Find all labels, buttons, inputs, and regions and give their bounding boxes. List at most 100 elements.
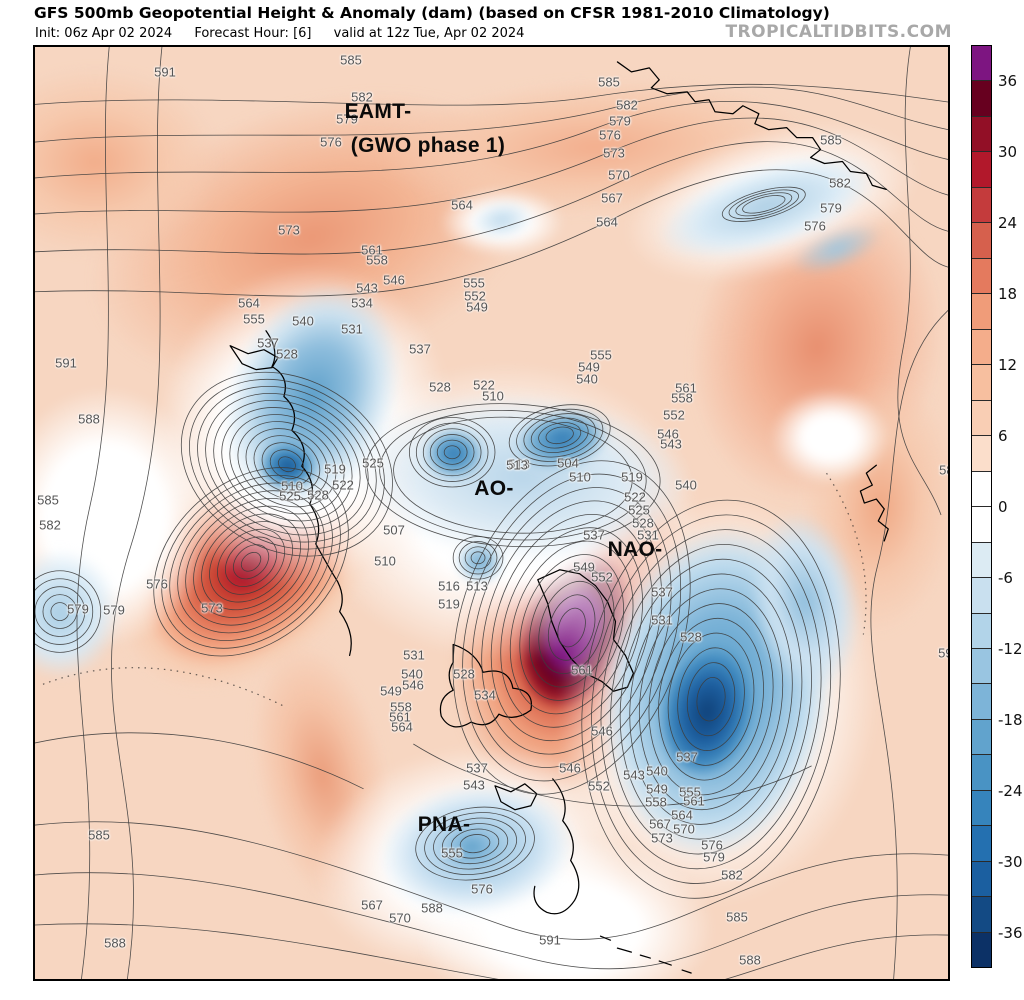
contour-value-label: 588 (78, 411, 100, 427)
colorbar-tick: 12 (998, 355, 1018, 374)
contour-ring (547, 594, 596, 661)
contour-value-label: 579 (609, 113, 631, 129)
colorbar-cell (972, 81, 991, 117)
contour-ring (459, 834, 491, 854)
contour-value-label: 543 (463, 777, 485, 793)
anomaly-colorbar (971, 45, 992, 968)
contour-ring (35, 570, 102, 653)
contour-ring (648, 603, 774, 796)
contour-value-label: 540 (675, 477, 697, 493)
contour-ring (516, 408, 604, 462)
contour-value-label: 552 (591, 569, 613, 585)
contour-ring (490, 513, 653, 742)
white-zero-caspian (770, 389, 890, 485)
contour-value-label: 519 (621, 469, 643, 485)
contour-value-label: 522 (332, 477, 354, 493)
contour-value-label: 585 (726, 909, 748, 925)
contour-value-label: 513 (506, 457, 528, 473)
contour-value-label: 528 (276, 346, 298, 362)
contour-ring (508, 404, 611, 467)
contour-value-label: 573 (278, 222, 300, 238)
contour-value-label: 552 (464, 288, 486, 304)
coastline-eurasia-north (616, 61, 887, 191)
contour-value-label: 579 (820, 200, 842, 216)
contour-value-label: 570 (389, 910, 411, 926)
contour-ring (415, 806, 535, 881)
contour-ring (600, 529, 822, 870)
contour-ring (217, 528, 286, 595)
contour-ring (35, 586, 86, 637)
contour-value-label: 564 (671, 807, 693, 823)
contour-value-label: 525 (628, 502, 650, 518)
colorbar-cell (972, 932, 991, 968)
contour-ring (686, 662, 736, 737)
contour-value-label: 585 (37, 492, 59, 508)
contour-value-label: 513 (508, 456, 530, 472)
contour-value-label: 555 (590, 347, 612, 363)
colorbar-cell (972, 400, 991, 437)
colorbar-cell (972, 613, 991, 649)
page-title: GFS 500mb Geopotential Height & Anomaly … (34, 4, 830, 22)
contour-ring (197, 385, 377, 543)
contour-value-label: 567 (649, 816, 671, 832)
contour-value-label: 576 (701, 837, 723, 853)
contour-value-label: 558 (366, 252, 388, 268)
contour-value-label: 528 (429, 379, 451, 395)
contour-ring (450, 828, 500, 859)
contour-value-label: 591 (938, 645, 948, 661)
contour-value-label: 546 (657, 426, 679, 442)
contour-ring (161, 474, 341, 649)
contour-value-label: 522 (473, 377, 495, 393)
pacific-low-core (258, 441, 318, 491)
contour-ring (261, 442, 313, 487)
contour-ring (458, 541, 498, 575)
graticule-dotted-line (826, 472, 867, 635)
contour-ring (735, 192, 793, 217)
contour-value-label: 543 (623, 767, 645, 783)
contour-value-label: 519 (324, 461, 346, 477)
contour-value-label: 531 (651, 612, 673, 628)
contour-value-label: 549 (466, 299, 488, 315)
tropicaltidbits-watermark: TROPICALTIDBITS.COM (725, 22, 952, 42)
forecast-hour: Forecast Hour: [6] (194, 26, 312, 41)
contour-value-label: 543 (356, 280, 378, 296)
contour-value-label: 576 (599, 127, 621, 143)
colorbar-cell (972, 187, 991, 224)
contour-ring (169, 482, 333, 641)
contour-value-label: 540 (646, 763, 668, 779)
contour-ring (269, 449, 304, 480)
contour-ring (629, 573, 793, 825)
colorbar-tick: -12 (998, 639, 1023, 658)
contour-value-label: 561 (361, 242, 383, 258)
contour-value-label: 525 (362, 455, 384, 471)
contour-value-label: 549 (646, 781, 668, 797)
contour-ring (177, 490, 325, 634)
contour-value-label: 591 (154, 64, 176, 80)
contour-ring (728, 189, 799, 220)
colorbar-cell (972, 648, 991, 685)
contour-ring (188, 378, 385, 550)
contour-value-label: 579 (67, 601, 89, 617)
colorbar-tick: 18 (998, 284, 1018, 303)
contour-ring (422, 428, 482, 477)
colorbar-cell (972, 471, 991, 508)
contour-ring (393, 416, 633, 534)
contour-value-label: 510 (281, 478, 303, 494)
contour-value-label: 585 (88, 827, 110, 843)
contour-value-label: 555 (679, 784, 701, 800)
contour-ring (667, 632, 755, 766)
upper-left-positive (35, 67, 220, 257)
contour-value-label: 561 (389, 709, 411, 725)
contour-value-label: 588 (939, 462, 948, 478)
contour-ring (221, 407, 353, 522)
contour-value-label: 564 (596, 214, 618, 230)
contour-value-label: 552 (663, 407, 685, 423)
contour-ring (253, 435, 321, 494)
contour-ring (229, 414, 345, 515)
contour-ring (452, 460, 691, 795)
contour-value-label: 534 (474, 687, 496, 703)
contour-ring (442, 823, 509, 865)
contour-ring (185, 498, 317, 626)
coastline-alaska (229, 345, 279, 371)
